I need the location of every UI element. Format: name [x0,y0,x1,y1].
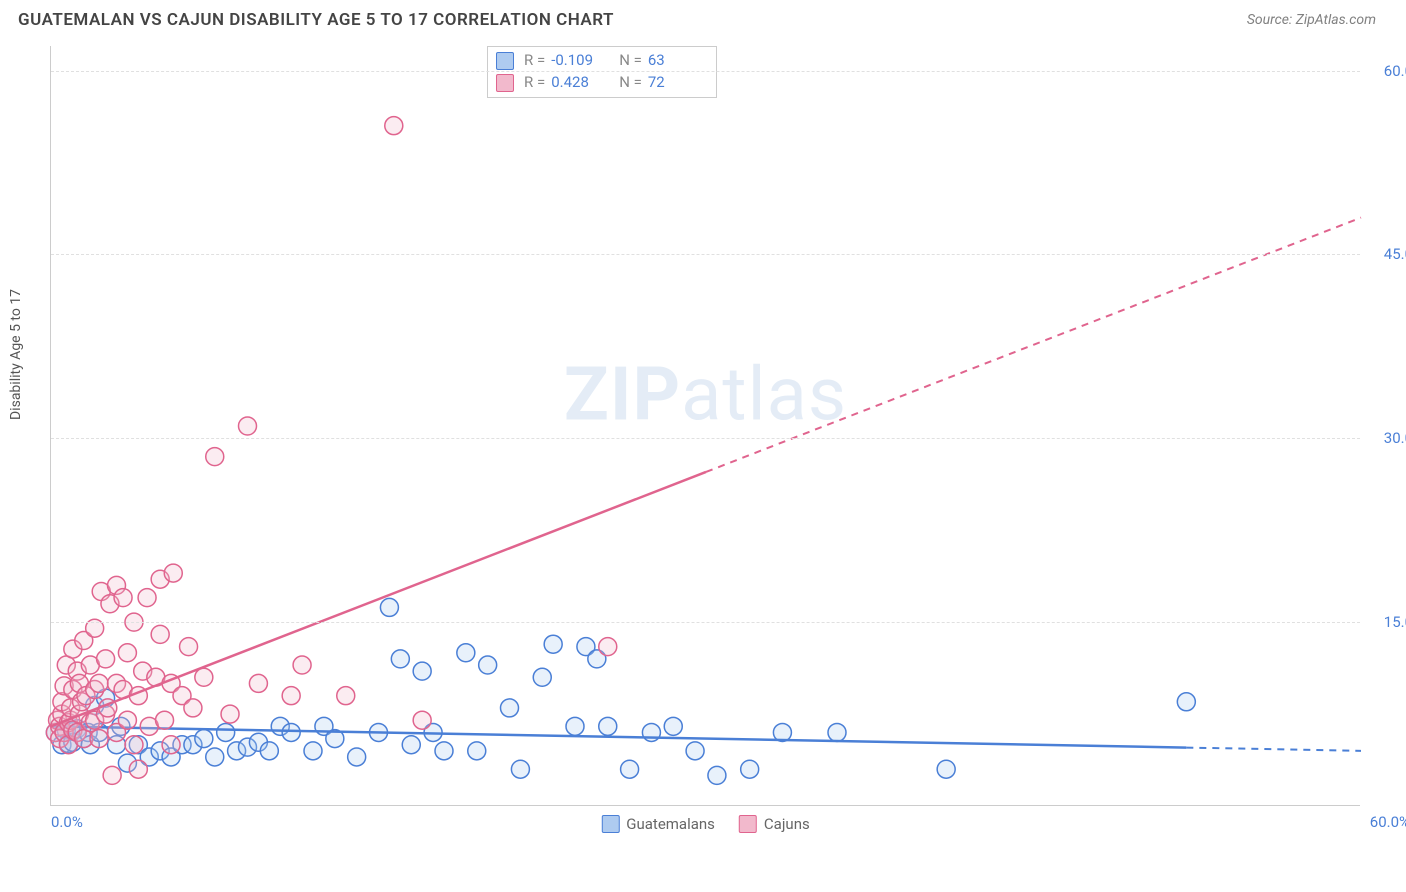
legend-swatch [739,815,757,833]
data-point [239,417,257,435]
data-point [260,742,278,760]
data-point [599,717,617,735]
legend-swatch [496,52,514,70]
y-tick-label: 30.0% [1384,429,1406,447]
legend-item: Cajuns [739,815,810,833]
data-point [479,656,497,674]
y-tick-label: 45.0% [1384,245,1406,263]
x-tick-min: 0.0% [51,813,83,831]
data-point [708,766,726,784]
data-point [435,742,453,760]
n-value: 72 [648,72,702,94]
y-axis-label: Disability Age 5 to 17 [8,289,24,420]
gridline [51,71,1360,72]
data-point [103,766,121,784]
data-point [97,650,115,668]
data-point [151,625,169,643]
data-point [90,730,108,748]
legend-row: R =0.428N =72 [496,72,702,94]
chart-title: GUATEMALAN VS CAJUN DISABILITY AGE 5 TO … [18,10,614,30]
data-point [828,723,846,741]
data-point [206,748,224,766]
trend-line-extrapolated [706,218,1361,472]
data-point [457,644,475,662]
data-point [282,687,300,705]
legend-row: R =-0.109N =63 [496,50,702,72]
data-point [162,736,180,754]
correlation-legend: R =-0.109N =63R =0.428N =72 [487,46,717,98]
data-point [402,736,420,754]
data-point [138,589,156,607]
data-point [686,742,704,760]
data-point [118,711,136,729]
legend-label: Guatemalans [626,815,715,833]
data-point [282,723,300,741]
legend-swatch [496,74,514,92]
data-point [391,650,409,668]
data-point [195,730,213,748]
gridline [51,254,1360,255]
data-point [221,705,239,723]
series-legend: Guatemalans Cajuns [601,815,809,833]
data-point [413,711,431,729]
n-value: 63 [648,50,702,72]
data-point [206,448,224,466]
data-point [937,760,955,778]
data-point [217,723,235,741]
data-point [249,674,267,692]
data-point [1177,693,1195,711]
chart-plot-area: ZIPatlas R =-0.109N =63R =0.428N =72 0.0… [50,46,1360,806]
gridline [51,622,1360,623]
data-point [293,656,311,674]
data-point [664,717,682,735]
data-point [599,638,617,656]
scatter-svg [51,46,1360,805]
data-point [184,699,202,717]
x-tick-max: 60.0% [1370,813,1406,831]
y-tick-label: 60.0% [1384,62,1406,80]
data-point [90,674,108,692]
r-value: 0.428 [551,72,605,94]
data-point [195,668,213,686]
data-point [544,635,562,653]
source-citation: Source: ZipAtlas.com [1247,12,1376,28]
legend-item: Guatemalans [601,815,715,833]
data-point [385,117,403,135]
data-point [566,717,584,735]
data-point [156,711,174,729]
data-point [413,662,431,680]
data-point [468,742,486,760]
data-point [501,699,519,717]
legend-label: Cajuns [764,815,810,833]
y-tick-label: 15.0% [1384,613,1406,631]
data-point [125,736,143,754]
trend-line-extrapolated [1186,748,1361,751]
r-value: -0.109 [551,50,605,72]
data-point [348,748,366,766]
data-point [380,598,398,616]
data-point [164,564,182,582]
data-point [180,638,198,656]
data-point [337,687,355,705]
data-point [114,589,132,607]
legend-swatch [601,815,619,833]
data-point [129,760,147,778]
data-point [511,760,529,778]
data-point [304,742,322,760]
gridline [51,438,1360,439]
data-point [533,668,551,686]
data-point [118,644,136,662]
data-point [741,760,759,778]
data-point [621,760,639,778]
